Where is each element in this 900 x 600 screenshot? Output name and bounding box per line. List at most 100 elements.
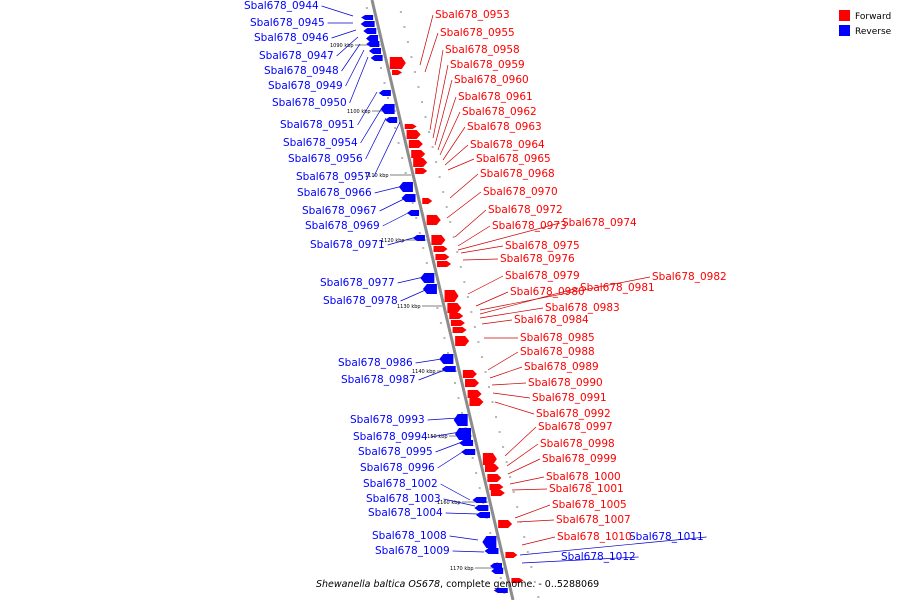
reverse-gene bbox=[441, 366, 456, 372]
forward-gene-label[interactable]: Sbal678_0958 bbox=[445, 44, 520, 56]
forward-gene-label[interactable]: Sbal678_0999 bbox=[542, 453, 617, 465]
forward-gene-label[interactable]: Sbal678_0988 bbox=[520, 346, 595, 358]
reverse-gene bbox=[366, 41, 380, 47]
forward-gene-label[interactable]: Sbal678_0964 bbox=[470, 139, 545, 151]
forward-leader-line bbox=[442, 126, 466, 161]
reverse-gene-label[interactable]: Sbal678_0945 bbox=[250, 17, 325, 29]
forward-gene bbox=[447, 303, 462, 313]
reverse-gene-label[interactable]: Sbal678_1002 bbox=[363, 478, 438, 490]
forward-gene-label[interactable]: Sbal678_0975 bbox=[505, 240, 580, 252]
forward-gene-label[interactable]: Sbal678_0985 bbox=[520, 332, 595, 344]
reverse-leader-line bbox=[397, 275, 429, 284]
forward-leader-line bbox=[434, 79, 453, 146]
forward-gene bbox=[469, 398, 484, 406]
forward-leader-line bbox=[419, 14, 434, 66]
reverse-gene bbox=[368, 48, 381, 54]
forward-gene-label[interactable]: Sbal678_0963 bbox=[467, 121, 542, 133]
forward-gene-label[interactable]: Sbal678_1005 bbox=[552, 499, 627, 511]
reverse-gene-label[interactable]: Sbal678_1003 bbox=[366, 493, 441, 505]
forward-gene bbox=[406, 130, 421, 139]
forward-gene bbox=[489, 484, 504, 490]
legend: Forward Reverse bbox=[839, 10, 892, 37]
reverse-gene-label[interactable]: Sbal678_0957 bbox=[296, 171, 371, 183]
forward-gene-label[interactable]: Sbal678_0979 bbox=[505, 270, 580, 282]
forward-gene-label[interactable]: Sbal678_0980 bbox=[510, 286, 585, 298]
forward-gene-label[interactable]: Sbal678_1007 bbox=[556, 514, 631, 526]
forward-gene-label[interactable]: Sbal678_0984 bbox=[514, 314, 589, 326]
reverse-gene bbox=[484, 548, 499, 554]
forward-leader-line bbox=[424, 32, 439, 73]
forward-gene-label[interactable]: Sbal678_0965 bbox=[476, 153, 551, 165]
reverse-gene-label[interactable]: Sbal678_0949 bbox=[268, 80, 343, 92]
reverse-gene-label[interactable]: Sbal678_0967 bbox=[302, 205, 377, 217]
reverse-gene-label[interactable]: Sbal678_0956 bbox=[288, 153, 363, 165]
forward-gene-label[interactable]: Sbal678_0955 bbox=[440, 27, 515, 39]
forward-gene-label[interactable]: Sbal678_0976 bbox=[500, 253, 575, 265]
reverse-gene-label[interactable]: Sbal678_1011 bbox=[629, 531, 704, 543]
forward-gene-label[interactable]: Sbal678_0961 bbox=[458, 91, 533, 103]
forward-gene-label[interactable]: Sbal678_0953 bbox=[435, 9, 510, 21]
forward-gene bbox=[431, 235, 446, 245]
reverse-gene-label[interactable]: Sbal678_0993 bbox=[350, 414, 425, 426]
reverse-gene-label[interactable]: Sbal678_0951 bbox=[280, 119, 355, 131]
reverse-gene-label[interactable]: Sbal678_0969 bbox=[305, 220, 380, 232]
reverse-gene bbox=[476, 512, 491, 518]
reverse-gene-label[interactable]: Sbal678_0950 bbox=[272, 97, 347, 109]
forward-gene bbox=[498, 520, 513, 528]
forward-gene-label[interactable]: Sbal678_0983 bbox=[545, 302, 620, 314]
reverse-gene-label[interactable]: Sbal678_0947 bbox=[259, 50, 334, 62]
kbp-label: 1170 kbp bbox=[450, 566, 474, 572]
forward-leader-line bbox=[509, 476, 545, 485]
forward-gene-label[interactable]: Sbal678_0998 bbox=[540, 438, 615, 450]
reverse-gene-label[interactable]: Sbal678_0986 bbox=[338, 357, 413, 369]
forward-gene-label[interactable]: Sbal678_0992 bbox=[536, 408, 611, 420]
reverse-gene-label[interactable]: Sbal678_0946 bbox=[254, 32, 329, 44]
reverse-leader-line bbox=[427, 417, 459, 421]
reverse-gene bbox=[398, 182, 413, 192]
forward-gene-label[interactable]: Sbal678_0974 bbox=[562, 217, 637, 229]
forward-gene-label[interactable]: Sbal678_0997 bbox=[538, 421, 613, 433]
reverse-gene-label[interactable]: Sbal678_0987 bbox=[341, 374, 416, 386]
forward-leader-line bbox=[446, 191, 482, 219]
forward-gene-label[interactable]: Sbal678_0973 bbox=[492, 220, 567, 232]
forward-gene-label[interactable]: Sbal678_0982 bbox=[652, 271, 727, 283]
forward-gene-label[interactable]: Sbal678_0968 bbox=[480, 168, 555, 180]
forward-gene-label[interactable]: Sbal678_0962 bbox=[462, 106, 537, 118]
forward-leader-line bbox=[516, 519, 555, 523]
reverse-gene-label[interactable]: Sbal678_0996 bbox=[360, 462, 435, 474]
reverse-gene-label[interactable]: Sbal678_1012 bbox=[561, 551, 636, 563]
reverse-gene-label[interactable]: Sbal678_0954 bbox=[283, 137, 358, 149]
reverse-gene-label[interactable]: Sbal678_1008 bbox=[372, 530, 447, 542]
forward-gene-label[interactable]: Sbal678_0960 bbox=[454, 74, 529, 86]
reverse-gene bbox=[378, 90, 391, 96]
forward-gene-label[interactable]: Sbal678_1000 bbox=[546, 471, 621, 483]
reverse-gene-label[interactable]: Sbal678_0944 bbox=[244, 0, 319, 12]
reverse-gene-label[interactable]: Sbal678_1004 bbox=[368, 507, 443, 519]
reverse-gene-label[interactable]: Sbal678_0978 bbox=[323, 295, 398, 307]
forward-gene-label[interactable]: Sbal678_0989 bbox=[524, 361, 599, 373]
reverse-gene bbox=[412, 235, 425, 241]
forward-leader-line bbox=[504, 426, 537, 457]
reverse-gene bbox=[439, 354, 454, 364]
forward-gene-label[interactable]: Sbal678_0981 bbox=[580, 282, 655, 294]
reverse-gene-label[interactable]: Sbal678_0971 bbox=[310, 239, 385, 251]
forward-gene-label[interactable]: Sbal678_0991 bbox=[532, 392, 607, 404]
forward-gene-label[interactable]: Sbal678_0970 bbox=[483, 186, 558, 198]
forward-leader-line bbox=[479, 307, 544, 319]
forward-gene-label[interactable]: Sbal678_0959 bbox=[450, 59, 525, 71]
reverse-gene-label[interactable]: Sbal678_0948 bbox=[264, 65, 339, 77]
reverse-gene-label[interactable]: Sbal678_0977 bbox=[320, 277, 395, 289]
forward-gene-label[interactable]: Sbal678_1010 bbox=[557, 531, 632, 543]
reverse-gene-label[interactable]: Sbal678_0966 bbox=[297, 187, 372, 199]
reverse-gene-label[interactable]: Sbal678_0994 bbox=[353, 431, 428, 443]
forward-gene bbox=[455, 336, 470, 346]
forward-gene-label[interactable]: Sbal678_0990 bbox=[528, 377, 603, 389]
forward-gene-label[interactable]: Sbal678_1001 bbox=[549, 483, 624, 495]
caption-organism: Shewanella baltica OS678 bbox=[316, 579, 440, 590]
reverse-gene-label[interactable]: Sbal678_0995 bbox=[358, 446, 433, 458]
forward-gene-label[interactable]: Sbal678_0972 bbox=[488, 204, 563, 216]
reverse-gene-label[interactable]: Sbal678_1009 bbox=[375, 545, 450, 557]
forward-gene bbox=[426, 215, 441, 225]
reverse-leader-line bbox=[445, 512, 479, 515]
forward-leader-line bbox=[457, 222, 561, 251]
